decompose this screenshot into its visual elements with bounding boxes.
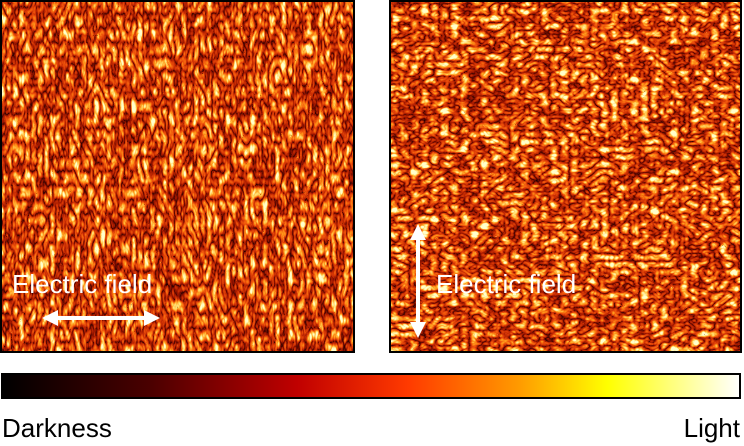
right-panel: Electric field <box>389 0 742 353</box>
colorbar: Darkness Light <box>1 373 741 443</box>
panel-label: Electric field <box>436 269 576 299</box>
colorbar-left-label: Darkness <box>2 413 112 443</box>
panel-border <box>389 0 742 353</box>
speckle-image <box>390 1 741 352</box>
colorbar-gradient <box>1 373 741 399</box>
left-panel: Electric field <box>0 0 355 353</box>
panel-border <box>0 0 355 353</box>
panel-label: Electric field <box>12 269 152 299</box>
colorbar-right-label: Light <box>684 413 741 443</box>
speckle-image <box>1 1 354 352</box>
